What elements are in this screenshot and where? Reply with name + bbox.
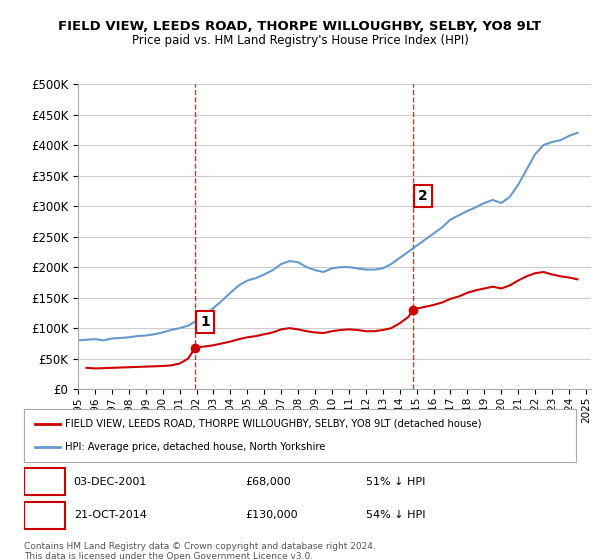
Text: 03-DEC-2001: 03-DEC-2001	[74, 477, 147, 487]
Text: 2: 2	[40, 508, 49, 522]
Text: FIELD VIEW, LEEDS ROAD, THORPE WILLOUGHBY, SELBY, YO8 9LT (detached house): FIELD VIEW, LEEDS ROAD, THORPE WILLOUGHB…	[65, 419, 482, 429]
Text: 21-OCT-2014: 21-OCT-2014	[74, 510, 146, 520]
Text: 2: 2	[418, 189, 428, 203]
Text: HPI: Average price, detached house, North Yorkshire: HPI: Average price, detached house, Nort…	[65, 442, 326, 452]
Text: £68,000: £68,000	[245, 477, 290, 487]
Text: 54% ↓ HPI: 54% ↓ HPI	[366, 510, 426, 520]
Text: FIELD VIEW, LEEDS ROAD, THORPE WILLOUGHBY, SELBY, YO8 9LT: FIELD VIEW, LEEDS ROAD, THORPE WILLOUGHB…	[58, 20, 542, 32]
Text: 1: 1	[200, 315, 210, 329]
Text: Price paid vs. HM Land Registry's House Price Index (HPI): Price paid vs. HM Land Registry's House …	[131, 34, 469, 46]
FancyBboxPatch shape	[24, 502, 65, 529]
Text: 51% ↓ HPI: 51% ↓ HPI	[366, 477, 425, 487]
Text: 1: 1	[40, 475, 49, 488]
Text: £130,000: £130,000	[245, 510, 298, 520]
FancyBboxPatch shape	[24, 468, 65, 495]
Text: Contains HM Land Registry data © Crown copyright and database right 2024.
This d: Contains HM Land Registry data © Crown c…	[24, 542, 376, 560]
